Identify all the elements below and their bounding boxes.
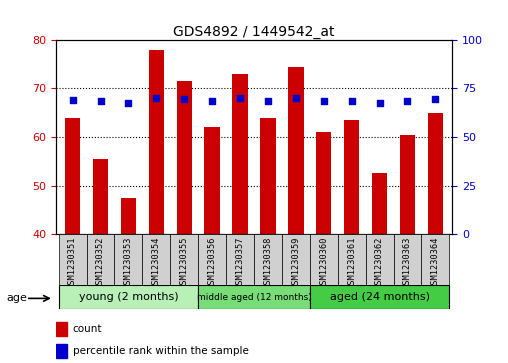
Bar	[344, 120, 359, 234]
Bar	[93, 159, 108, 234]
Text: GSM1230352: GSM1230352	[96, 237, 105, 289]
Text: count: count	[73, 324, 102, 334]
FancyBboxPatch shape	[254, 234, 282, 285]
Text: middle aged (12 months): middle aged (12 months)	[197, 293, 311, 302]
Point	[292, 95, 300, 101]
Bar	[260, 118, 276, 234]
FancyBboxPatch shape	[394, 234, 422, 285]
FancyBboxPatch shape	[198, 234, 226, 285]
Text: percentile rank within the sample: percentile rank within the sample	[73, 346, 248, 356]
Text: GSM1230351: GSM1230351	[68, 237, 77, 289]
Text: GSM1230355: GSM1230355	[180, 237, 189, 289]
Point	[124, 100, 133, 106]
Point	[97, 98, 105, 104]
Text: GSM1230363: GSM1230363	[403, 237, 412, 289]
Text: GSM1230364: GSM1230364	[431, 237, 440, 289]
Text: aged (24 months): aged (24 months)	[330, 292, 430, 302]
Bar	[288, 67, 304, 234]
Bar	[121, 198, 136, 234]
Point	[180, 96, 188, 102]
Point	[208, 98, 216, 104]
Point	[403, 98, 411, 104]
Bar	[204, 127, 220, 234]
Text: GSM1230354: GSM1230354	[152, 237, 161, 289]
Text: age: age	[6, 293, 27, 303]
FancyBboxPatch shape	[282, 234, 310, 285]
Title: GDS4892 / 1449542_at: GDS4892 / 1449542_at	[173, 25, 335, 39]
Point	[236, 95, 244, 101]
FancyBboxPatch shape	[310, 234, 338, 285]
FancyBboxPatch shape	[142, 234, 170, 285]
FancyBboxPatch shape	[226, 234, 254, 285]
Text: GSM1230360: GSM1230360	[319, 237, 328, 289]
Point	[347, 98, 356, 104]
Bar	[372, 174, 387, 234]
Bar	[316, 132, 331, 234]
Bar	[232, 74, 248, 234]
Bar	[149, 50, 164, 234]
Text: GSM1230356: GSM1230356	[208, 237, 216, 289]
Bar	[400, 135, 415, 234]
Bar	[56, 344, 67, 358]
Bar	[56, 322, 67, 336]
FancyBboxPatch shape	[58, 234, 86, 285]
Text: GSM1230353: GSM1230353	[124, 237, 133, 289]
Point	[69, 97, 77, 103]
Point	[264, 98, 272, 104]
Text: GSM1230359: GSM1230359	[292, 237, 300, 289]
Text: GSM1230362: GSM1230362	[375, 237, 384, 289]
Bar	[428, 113, 443, 234]
Text: young (2 months): young (2 months)	[79, 292, 178, 302]
FancyBboxPatch shape	[86, 234, 114, 285]
Text: GSM1230361: GSM1230361	[347, 237, 356, 289]
FancyBboxPatch shape	[366, 234, 394, 285]
FancyBboxPatch shape	[114, 234, 142, 285]
Text: GSM1230358: GSM1230358	[264, 237, 272, 289]
FancyBboxPatch shape	[170, 234, 198, 285]
FancyBboxPatch shape	[198, 285, 310, 309]
FancyBboxPatch shape	[58, 285, 198, 309]
FancyBboxPatch shape	[338, 234, 366, 285]
FancyBboxPatch shape	[422, 234, 450, 285]
Point	[375, 100, 384, 106]
Point	[431, 96, 439, 102]
Bar	[177, 81, 192, 234]
Point	[320, 98, 328, 104]
Point	[152, 95, 161, 101]
FancyBboxPatch shape	[310, 285, 450, 309]
Text: GSM1230357: GSM1230357	[236, 237, 244, 289]
Bar	[65, 118, 80, 234]
